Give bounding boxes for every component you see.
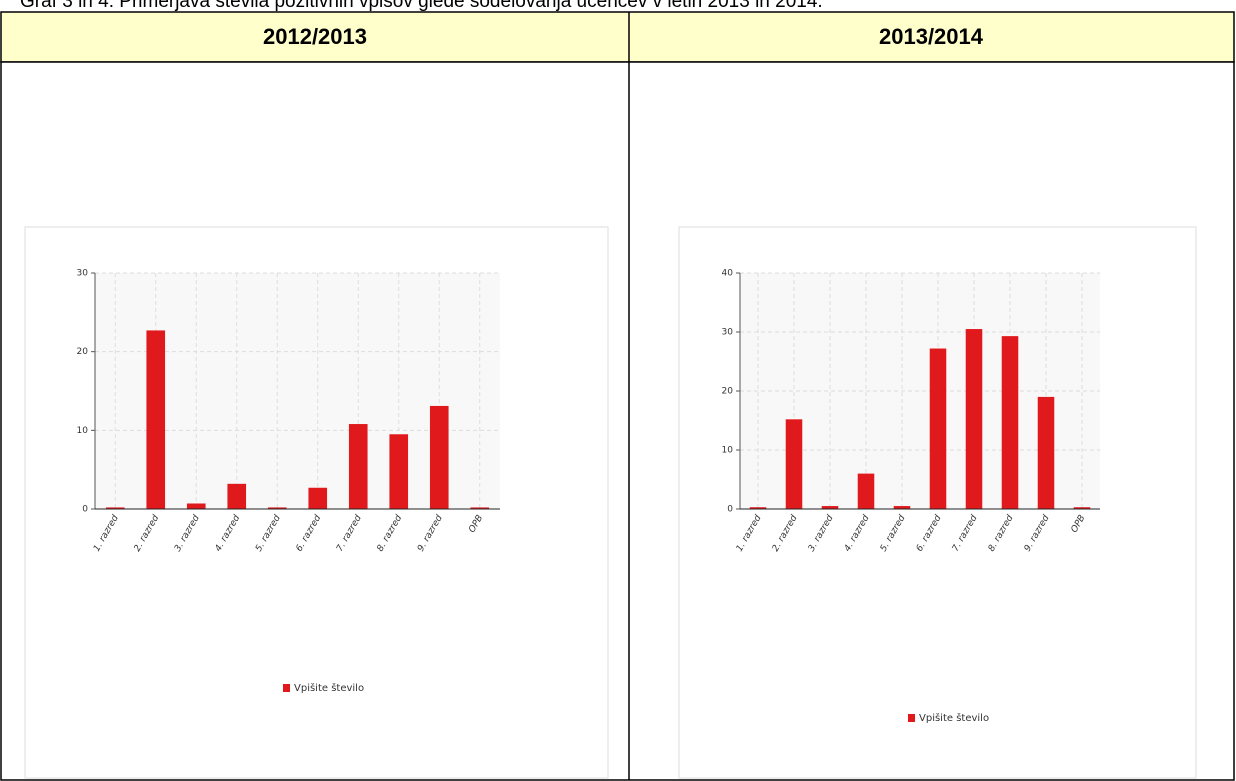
header-row xyxy=(0,11,1235,63)
y-tick-label: 10 xyxy=(77,426,89,436)
bar xyxy=(227,483,247,509)
bar xyxy=(749,507,767,509)
y-tick-label: 40 xyxy=(722,269,734,279)
bar xyxy=(389,434,409,509)
bar xyxy=(857,473,875,509)
bar xyxy=(1001,336,1019,509)
header-cell: 2012/2013 xyxy=(263,24,367,49)
legend-label: Vpišite število xyxy=(294,682,364,694)
bar xyxy=(470,507,490,509)
y-tick-label: 10 xyxy=(722,446,734,456)
bar xyxy=(893,506,911,509)
bar xyxy=(429,405,449,509)
legend-label: Vpišite število xyxy=(919,712,989,724)
y-tick-label: 30 xyxy=(722,328,734,338)
bar xyxy=(105,507,125,509)
bar xyxy=(308,487,328,509)
header-cell: 2013/2014 xyxy=(879,24,984,49)
bar xyxy=(146,330,166,509)
bar xyxy=(348,424,368,509)
bar xyxy=(785,419,803,509)
caption: Graf 3 in 4: Primerjava števila pozitivn… xyxy=(20,0,823,12)
bar xyxy=(1037,396,1055,509)
legend-swatch xyxy=(283,684,290,692)
y-tick-label: 0 xyxy=(82,505,88,515)
y-tick-label: 30 xyxy=(77,269,89,279)
y-tick-label: 0 xyxy=(727,505,733,515)
bar xyxy=(929,348,947,509)
bar xyxy=(821,506,839,509)
bar xyxy=(186,503,206,509)
legend-swatch xyxy=(908,714,915,722)
bar xyxy=(1073,507,1091,509)
bar xyxy=(965,329,983,509)
bar xyxy=(267,507,287,509)
y-tick-label: 20 xyxy=(722,387,734,397)
y-tick-label: 20 xyxy=(77,347,89,357)
